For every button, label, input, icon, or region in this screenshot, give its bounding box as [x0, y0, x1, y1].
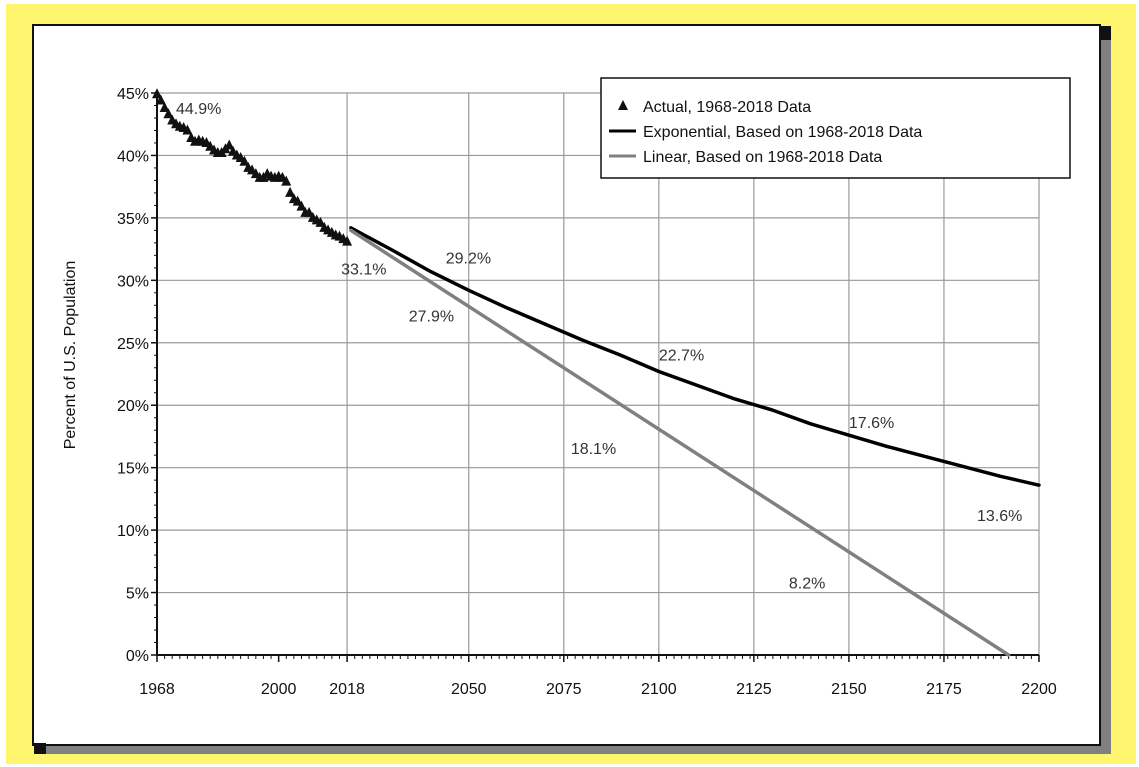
y-tick-label: 30% — [117, 273, 149, 290]
legend-label: Exponential, Based on 1968-2018 Data — [643, 124, 922, 141]
panel-corner-top-right — [1099, 26, 1111, 40]
actual-data-marker — [224, 139, 235, 150]
x-tick-label: 2050 — [451, 681, 487, 698]
legend-label: Actual, 1968-2018 Data — [643, 99, 811, 116]
data-label: 27.9% — [409, 309, 454, 326]
data-label: 17.6% — [849, 415, 894, 432]
data-annotations: 44.9% 33.1% 29.2% 27.9% 22.7% 18.1% 17.6% 8.2% 1… — [176, 101, 1022, 592]
x-tick-label: 2150 — [831, 681, 867, 698]
data-label: 44.9% — [176, 101, 221, 118]
actual-data-marker — [292, 195, 303, 206]
grid-lines — [157, 92, 1040, 655]
y-tick-label: 35% — [117, 211, 149, 228]
actual-data-marker — [155, 94, 166, 105]
actual-data-marker — [304, 206, 315, 217]
data-label: 18.1% — [571, 441, 616, 458]
legend-marker-actual — [618, 100, 628, 110]
actual-data-marker — [281, 175, 292, 186]
linear-series-line — [349, 228, 1011, 657]
data-series — [152, 88, 1041, 657]
actual-data-marker — [342, 235, 353, 246]
panel-corner-bottom-left — [34, 743, 46, 754]
y-axis-label: Percent of U.S. Population — [62, 261, 79, 450]
actual-data-marker — [152, 88, 162, 99]
actual-data-marker — [315, 216, 326, 227]
y-tick-label: 25% — [117, 336, 149, 353]
legend: Actual, 1968-2018 Data Exponential, Based… — [600, 77, 1071, 179]
legend-box — [600, 77, 1071, 179]
x-tick-label: 2018 — [329, 681, 365, 698]
axes — [151, 92, 1040, 662]
x-tick-label: 1968 — [139, 681, 175, 698]
actual-data-marker — [182, 124, 193, 135]
x-tick-label: 2075 — [546, 681, 582, 698]
y-tick-label: 20% — [117, 398, 149, 415]
x-tick-label: 2000 — [261, 681, 297, 698]
actual-data-marker — [159, 101, 170, 112]
data-label: 33.1% — [341, 262, 386, 279]
actual-data-marker — [296, 200, 307, 211]
data-label: 29.2% — [446, 250, 491, 267]
tick-labels: 0% 5% 10% 15% 20% 25% 30% 35% 40% 45% 1968 2000 2018… — [117, 86, 1057, 698]
y-tick-label: 10% — [117, 523, 149, 540]
x-tick-label: 2100 — [641, 681, 677, 698]
exponential-series-line — [349, 226, 1041, 487]
y-tick-label: 15% — [117, 461, 149, 478]
x-tick-label: 2175 — [926, 681, 962, 698]
data-label: 13.6% — [977, 508, 1022, 525]
y-tick-label: 40% — [117, 148, 149, 165]
y-tick-label: 5% — [126, 586, 149, 603]
panel-shadow-right — [1099, 30, 1111, 754]
x-tick-label: 2125 — [736, 681, 772, 698]
y-tick-label: 45% — [117, 86, 149, 103]
data-label: 22.7% — [659, 348, 704, 365]
x-tick-label: 2200 — [1021, 681, 1057, 698]
data-label: 8.2% — [789, 576, 825, 593]
actual-data-marker — [285, 186, 296, 197]
actual-data-marker — [163, 108, 174, 119]
actual-data-marker — [239, 155, 250, 166]
legend-label: Linear, Based on 1968-2018 Data — [643, 149, 882, 166]
panel-shadow-bottom — [34, 745, 1111, 754]
y-tick-label: 0% — [126, 648, 149, 665]
